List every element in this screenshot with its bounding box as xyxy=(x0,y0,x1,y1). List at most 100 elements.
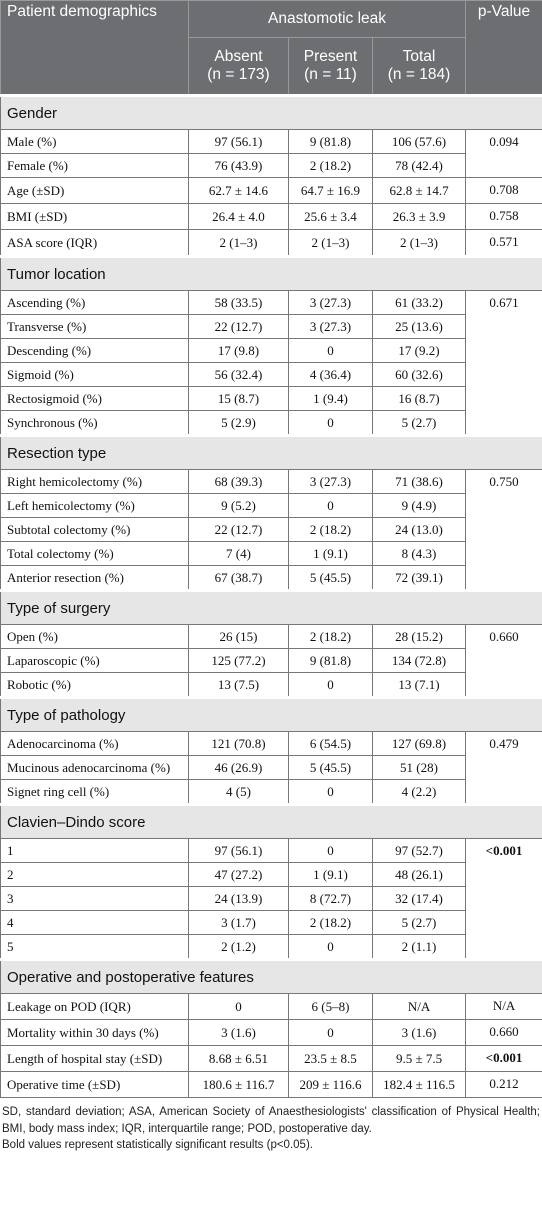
value-cell: 182.4 ± 116.5 xyxy=(371,1071,467,1098)
data-row: BMI (±SD) 26.4 ± 4.0 25.6 ± 3.4 26.3 ± 3.9 0… xyxy=(0,203,542,230)
value-cell: 8.68 ± 6.51 xyxy=(188,1045,289,1072)
label-cell: Laparoscopic (%) xyxy=(0,648,189,673)
value-cell: 8 (4.3) xyxy=(371,541,467,566)
value-cell: 22 (12.7) xyxy=(188,314,289,339)
value-cell: 2 (1–3) xyxy=(188,229,289,257)
data-row: Ascending (%) 58 (33.5) 3 (27.3) 61 (33.2) 0… xyxy=(0,290,542,436)
data-row: Synchronous (%) 5 (2.9) 0 5 (2.7) xyxy=(0,410,542,436)
label-cell: Mucinous adenocarcinoma (%) xyxy=(0,755,189,780)
value-cell: 0 xyxy=(288,779,373,805)
data-row: Leakage on POD (IQR) 0 6 (5–8) N/A N/A xyxy=(0,993,542,1020)
value-cell: 24 (13.0) xyxy=(371,517,467,542)
header-n: (n = 11) xyxy=(304,66,357,83)
value-cell: 3 (27.3) xyxy=(288,290,373,315)
section-title: Clavien–Dindo score xyxy=(0,803,542,839)
p-value: 0.571 xyxy=(465,229,542,257)
value-cell: 5 (2.7) xyxy=(371,410,467,436)
value-cell: 67 (38.7) xyxy=(188,565,289,591)
value-cell: 97 (56.1) xyxy=(188,838,289,863)
value-cell: 46 (26.9) xyxy=(188,755,289,780)
value-cell: 9.5 ± 7.5 xyxy=(371,1045,467,1072)
data-row: Sigmoid (%) 56 (32.4) 4 (36.4) 60 (32.6) xyxy=(0,362,542,387)
value-cell: 60 (32.6) xyxy=(371,362,467,387)
value-cell: 62.8 ± 14.7 xyxy=(371,177,467,204)
value-cell: 4 (36.4) xyxy=(288,362,373,387)
section-row: Type of surgery xyxy=(0,589,542,625)
data-row: Right hemicolectomy (%) 68 (39.3) 3 (27.3)… xyxy=(0,469,542,591)
label-cell: Rectosigmoid (%) xyxy=(0,386,189,411)
label-cell: Male (%) xyxy=(0,129,189,154)
data-row: Length of hospital stay (±SD) 8.68 ± 6.51… xyxy=(0,1045,542,1072)
data-row: Transverse (%) 22 (12.7) 3 (27.3) 25 (13.6) xyxy=(0,314,542,339)
label-cell: 1 xyxy=(0,838,189,863)
data-row: Adenocarcinoma (%) 121 (70.8) 6 (54.5) 127 … xyxy=(0,731,542,805)
section-row: Tumor location xyxy=(0,255,542,291)
header-label: Absent xyxy=(214,48,263,65)
value-cell: 17 (9.8) xyxy=(188,338,289,363)
value-cell: 1 (9.1) xyxy=(288,541,373,566)
label-cell: 5 xyxy=(0,934,189,960)
p-value: 0.212 xyxy=(465,1071,542,1098)
value-cell: N/A xyxy=(371,993,467,1020)
data-row: Rectosigmoid (%) 15 (8.7) 1 (9.4) 16 (8.7) xyxy=(0,386,542,411)
footnote-line: SD, standard deviation; ASA, American So… xyxy=(2,1106,540,1135)
label-cell: BMI (±SD) xyxy=(0,203,189,230)
value-cell: 209 ± 116.6 xyxy=(288,1071,373,1098)
value-cell: 97 (52.7) xyxy=(371,838,467,863)
label-cell: Transverse (%) xyxy=(0,314,189,339)
section-row: Resection type xyxy=(0,434,542,470)
value-cell: 15 (8.7) xyxy=(188,386,289,411)
data-row: Mucinous adenocarcinoma (%) 46 (26.9) 5 (4… xyxy=(0,755,542,780)
value-cell: 8 (72.7) xyxy=(288,886,373,911)
label-cell: Synchronous (%) xyxy=(0,410,189,436)
label-cell: Leakage on POD (IQR) xyxy=(0,993,189,1020)
data-row: Robotic (%) 13 (7.5) 0 13 (7.1) xyxy=(0,672,542,698)
data-row: 1 97 (56.1) 0 97 (52.7) <0.001 xyxy=(0,838,542,960)
value-cell: 5 (45.5) xyxy=(288,565,373,591)
value-cell: 4 (2.2) xyxy=(371,779,467,805)
header-cell: Anastomotic leak xyxy=(187,0,467,38)
value-cell: 106 (57.6) xyxy=(371,129,467,154)
value-cell: 9 (5.2) xyxy=(188,493,289,518)
value-cell: 0 xyxy=(288,934,373,960)
value-cell: 5 (2.7) xyxy=(371,910,467,935)
label-cell: Ascending (%) xyxy=(0,290,189,315)
value-cell: 9 (81.8) xyxy=(288,648,373,673)
label-cell: 2 xyxy=(0,862,189,887)
footnote-line: Bold values represent statistically sign… xyxy=(2,1139,313,1152)
value-cell: 28 (15.2) xyxy=(371,624,467,649)
value-cell: 2 (1–3) xyxy=(371,229,467,257)
label-cell: Right hemicolectomy (%) xyxy=(0,469,189,494)
value-cell: 71 (38.6) xyxy=(371,469,467,494)
value-cell: 47 (27.2) xyxy=(188,862,289,887)
data-table: Patient demographics Anastomotic leak p-… xyxy=(0,0,542,1098)
label-cell: Female (%) xyxy=(0,153,189,178)
header-label: Total xyxy=(402,48,436,65)
value-cell: 72 (39.1) xyxy=(371,565,467,591)
value-cell: 26 (15) xyxy=(188,624,289,649)
data-row: ASA score (IQR) 2 (1–3) 2 (1–3) 2 (1–3) 0.57… xyxy=(0,229,542,257)
value-cell: 64.7 ± 16.9 xyxy=(288,177,373,204)
data-row: Mortality within 30 days (%) 3 (1.6) 0 3 (1… xyxy=(0,1019,542,1046)
value-cell: 127 (69.8) xyxy=(371,731,467,756)
value-cell: 6 (54.5) xyxy=(288,731,373,756)
section-title: Resection type xyxy=(0,434,542,470)
value-cell: 7 (4) xyxy=(188,541,289,566)
p-value: <0.001 xyxy=(465,1045,542,1072)
label-cell: 4 xyxy=(0,910,189,935)
data-row: Total colectomy (%) 7 (4) 1 (9.1) 8 (4.3) xyxy=(0,541,542,566)
header-n: (n = 184) xyxy=(387,66,451,83)
p-value: 0.750 xyxy=(465,469,542,591)
label-cell: Robotic (%) xyxy=(0,672,189,698)
value-cell: 9 (4.9) xyxy=(371,493,467,518)
value-cell: 32 (17.4) xyxy=(371,886,467,911)
value-cell: 5 (2.9) xyxy=(188,410,289,436)
data-row: Descending (%) 17 (9.8) 0 17 (9.2) xyxy=(0,338,542,363)
value-cell: 26.4 ± 4.0 xyxy=(188,203,289,230)
data-row: Male (%) 97 (56.1) 9 (81.8) 106 (57.6) 0.094 xyxy=(0,129,542,178)
value-cell: 61 (33.2) xyxy=(371,290,467,315)
value-cell: 2 (1.2) xyxy=(188,934,289,960)
